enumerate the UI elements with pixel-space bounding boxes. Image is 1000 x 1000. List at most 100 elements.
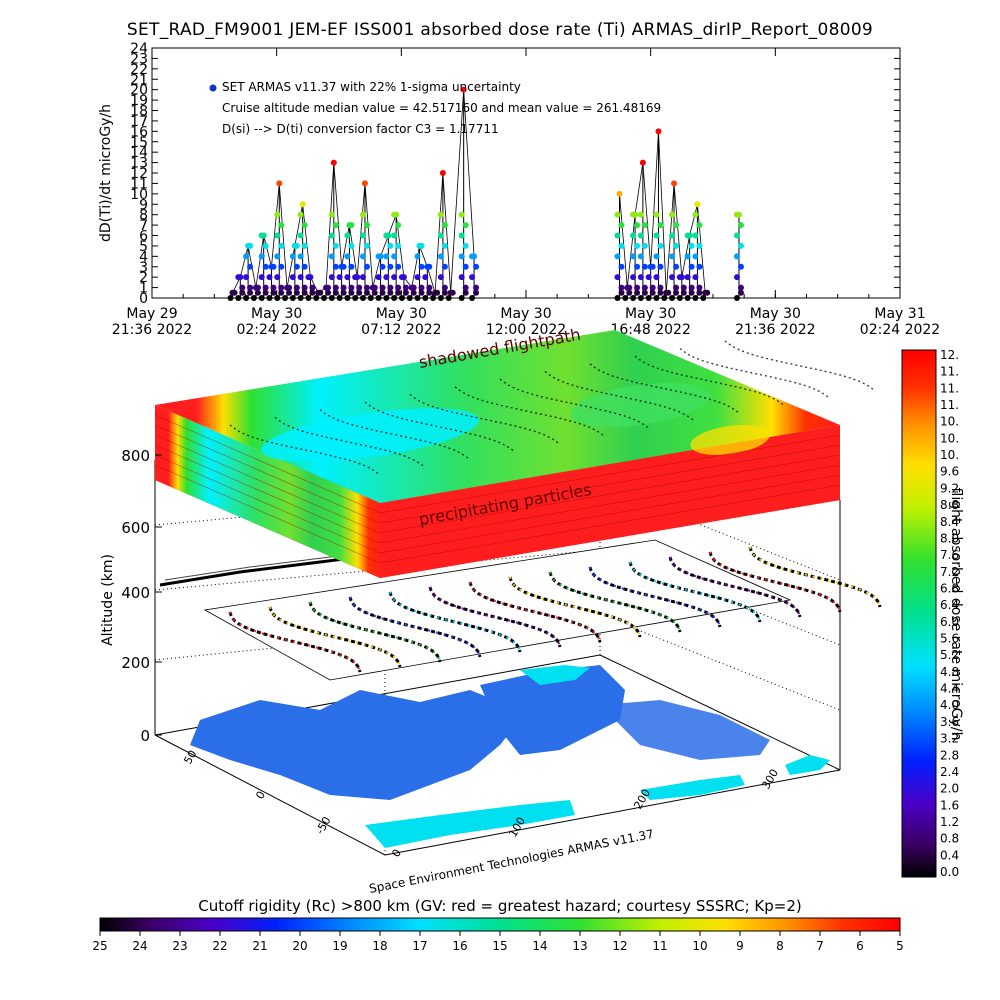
dose-point <box>309 289 316 296</box>
dose-point <box>473 263 480 270</box>
dose-connect-line <box>263 235 272 267</box>
dose-point-peak <box>291 242 298 249</box>
dose-point <box>391 274 398 281</box>
legend-marker <box>209 84 217 92</box>
dose-colorbar: 12. 11. 11. 11. 10. 10. 10. 9.6 9.2 8.8 8.4 8.0 7.6 7… <box>901 348 964 879</box>
y-tick-label: 21 <box>130 72 148 88</box>
dose-point <box>630 295 637 301</box>
dose-point <box>437 253 444 260</box>
dose-point <box>637 253 644 260</box>
colorbar-tick-label: 8.0 <box>940 531 959 545</box>
y-tick-label: 17 <box>130 114 148 130</box>
dose-point <box>328 253 335 260</box>
dose-connect-line <box>348 225 358 278</box>
y-tick-label: 7 <box>139 218 148 234</box>
dose-point <box>684 295 691 301</box>
rigidity-tick-label: 15 <box>492 939 507 953</box>
y-tick-label: 3 <box>139 260 148 276</box>
dose-point <box>278 284 285 291</box>
dose-point <box>332 289 339 296</box>
slab-track <box>454 386 606 438</box>
dose-point <box>410 289 417 296</box>
dose-point <box>402 289 409 296</box>
dose-point <box>243 253 250 260</box>
rigidity-title: Cutoff rigidity (Rc) >800 km (GV: red = … <box>198 897 801 915</box>
dose-point <box>406 295 413 301</box>
dose-point <box>289 295 296 301</box>
dose-point <box>462 263 469 270</box>
dose-point <box>387 263 394 270</box>
dose-point <box>630 232 637 239</box>
y-tick-label: 14 <box>130 145 148 161</box>
dose-point <box>309 284 316 291</box>
dose-point <box>395 222 402 229</box>
dose-point <box>618 289 625 296</box>
dose-point <box>258 253 265 260</box>
dose-point <box>422 274 429 281</box>
dose-point-peak <box>647 263 654 270</box>
dose-point <box>247 263 254 270</box>
dose-point <box>696 222 703 229</box>
dose-point <box>657 284 664 291</box>
dose-point <box>395 284 402 291</box>
dose-point <box>379 289 386 296</box>
dose-point <box>243 295 250 301</box>
dose-point-peak <box>439 170 446 176</box>
dose-connect-line <box>419 245 428 267</box>
slab-track <box>634 355 786 407</box>
dose-point <box>641 242 648 249</box>
dose-point <box>696 263 703 270</box>
y-tick-label: 2 <box>139 270 148 286</box>
rigidity-tick-label: 14 <box>532 939 547 953</box>
y-tick-label: 16 <box>130 124 148 140</box>
x-tick-label-date: May 30 <box>625 306 676 322</box>
dose-point <box>634 263 641 270</box>
dose-point <box>398 295 405 301</box>
dose-point <box>692 253 699 260</box>
dose-point <box>363 242 370 249</box>
x-tick-label-time: 12:00 2022 <box>486 322 566 338</box>
dose-point <box>391 295 398 301</box>
dose-point-peak <box>735 211 742 218</box>
colorbar-tick-label: 4.4 <box>940 682 959 696</box>
dose-point <box>430 295 437 301</box>
slab-track <box>679 347 831 400</box>
slab-track <box>319 409 471 461</box>
dose-point-peak <box>624 284 631 291</box>
slab-track <box>274 416 426 468</box>
dose-point <box>274 274 281 281</box>
dose-point <box>653 253 660 260</box>
dose-point <box>418 289 425 296</box>
x-tick-label-date: May 31 <box>874 306 925 322</box>
dose-point <box>414 295 421 301</box>
y-tick-label: 5 <box>139 239 148 255</box>
dose-point <box>676 295 683 301</box>
slab-flight-tracks <box>229 340 876 476</box>
colorbar-tick-label: 10. <box>940 448 959 462</box>
dose-point <box>630 253 637 260</box>
dose-point <box>301 222 308 229</box>
y-tick-label: 20 <box>130 83 148 99</box>
dose-connect-line <box>626 214 636 288</box>
dose-point <box>321 295 328 301</box>
dose-point <box>379 263 386 270</box>
orbit-track-color <box>629 561 761 623</box>
orbit-track-color <box>749 546 881 608</box>
dose-point <box>657 289 664 296</box>
dose-point <box>437 232 444 239</box>
dose-point <box>344 253 351 260</box>
dose-point <box>637 295 644 301</box>
dose-point <box>258 295 265 301</box>
dose-point <box>733 295 740 301</box>
colorbar-tick-label: 0.0 <box>940 865 959 879</box>
rigidity-tick-label: 5 <box>896 939 904 953</box>
colorbar-tick-label: 4.8 <box>940 665 959 679</box>
altitude-axis-label: Altitude (km) <box>100 554 116 646</box>
dose-point <box>274 211 281 218</box>
colorbar-tick-label: 11. <box>940 365 959 379</box>
dose-point <box>289 274 296 281</box>
dose-point <box>239 289 246 296</box>
dose-point <box>696 242 703 249</box>
dose-point <box>684 253 691 260</box>
dose-point <box>332 284 339 291</box>
